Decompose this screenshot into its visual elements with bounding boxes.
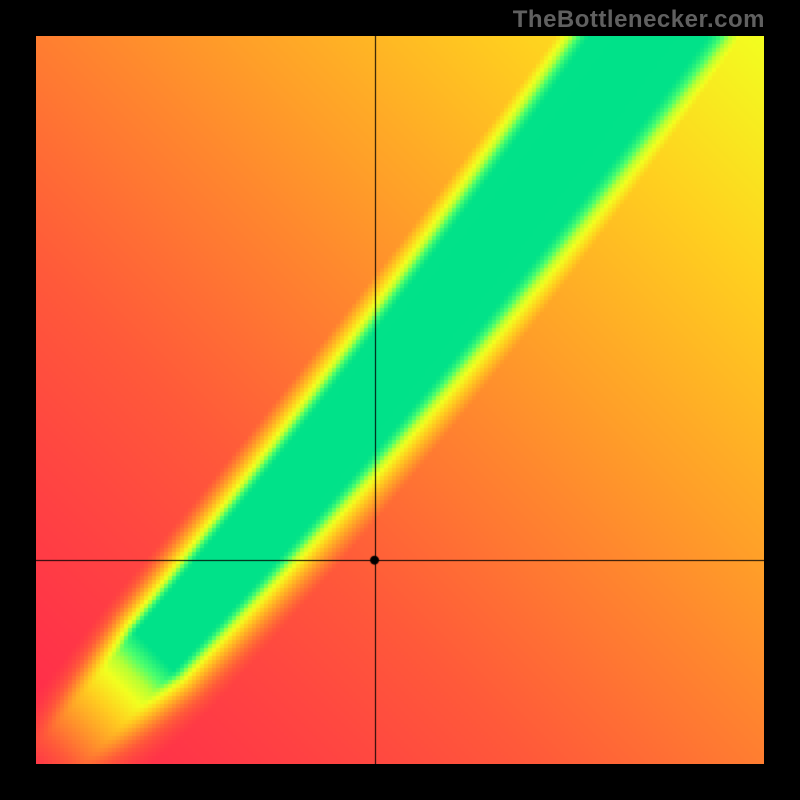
chart-frame: TheBottlenecker.com (0, 0, 800, 800)
crosshair-overlay (36, 36, 764, 764)
watermark-text: TheBottlenecker.com (513, 6, 765, 34)
